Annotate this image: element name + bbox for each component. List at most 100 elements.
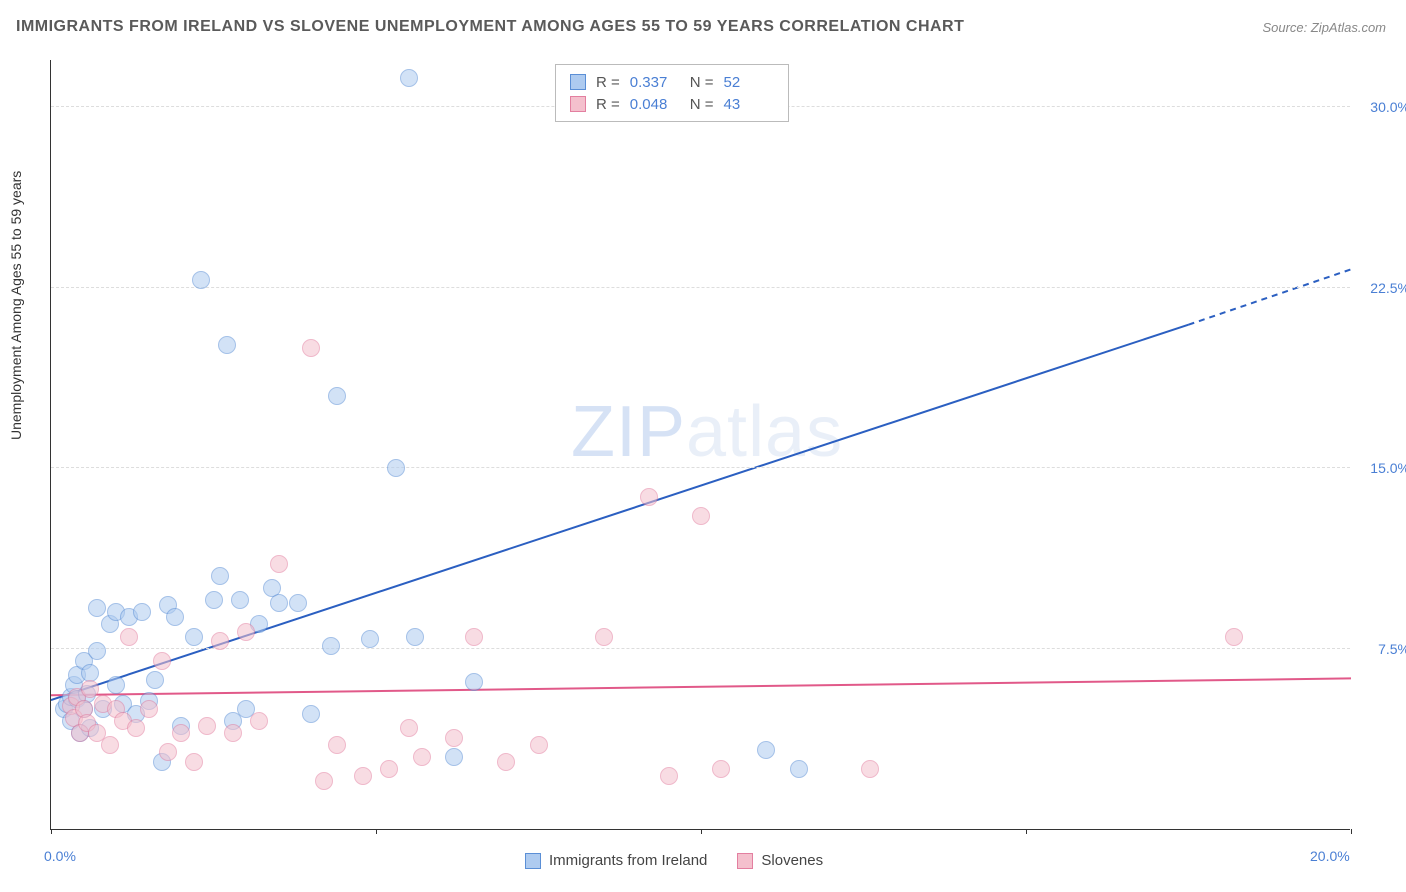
data-point bbox=[400, 69, 418, 87]
data-point bbox=[250, 712, 268, 730]
x-tick-mark bbox=[1026, 829, 1027, 834]
data-point bbox=[185, 628, 203, 646]
legend-n-label: N = bbox=[690, 96, 714, 113]
watermark-zip: ZIP bbox=[571, 392, 686, 472]
y-tick-label: 7.5% bbox=[1355, 641, 1406, 657]
data-point bbox=[81, 680, 99, 698]
data-point bbox=[146, 671, 164, 689]
data-point bbox=[354, 767, 372, 785]
data-point bbox=[107, 676, 125, 694]
data-point bbox=[380, 760, 398, 778]
data-point bbox=[315, 772, 333, 790]
data-point bbox=[692, 507, 710, 525]
data-point bbox=[172, 724, 190, 742]
legend-row: R = 0.337 N = 52 bbox=[570, 71, 774, 93]
data-point bbox=[790, 760, 808, 778]
data-point bbox=[133, 603, 151, 621]
data-point bbox=[640, 488, 658, 506]
data-point bbox=[231, 591, 249, 609]
legend-n-value: 43 bbox=[724, 96, 774, 113]
source-label: Source: ZipAtlas.com bbox=[1262, 20, 1386, 35]
data-point bbox=[211, 632, 229, 650]
y-axis-label: Unemployment Among Ages 55 to 59 years bbox=[8, 171, 24, 440]
legend-r-label: R = bbox=[596, 74, 620, 91]
legend-n-label: N = bbox=[690, 74, 714, 91]
legend-swatch bbox=[737, 853, 753, 869]
data-point bbox=[712, 760, 730, 778]
series-legend: Immigrants from Ireland Slovenes bbox=[525, 852, 823, 869]
data-point bbox=[270, 555, 288, 573]
data-point bbox=[127, 719, 145, 737]
data-point bbox=[237, 623, 255, 641]
data-point bbox=[400, 719, 418, 737]
data-point bbox=[861, 760, 879, 778]
data-point bbox=[211, 567, 229, 585]
data-point bbox=[140, 700, 158, 718]
watermark-atlas: atlas bbox=[686, 392, 843, 472]
data-point bbox=[205, 591, 223, 609]
data-point bbox=[530, 736, 548, 754]
data-point bbox=[192, 271, 210, 289]
x-tick-mark bbox=[1351, 829, 1352, 834]
legend-swatch bbox=[525, 853, 541, 869]
y-tick-label: 30.0% bbox=[1355, 99, 1406, 115]
legend-series-label: Slovenes bbox=[761, 852, 823, 869]
legend-r-label: R = bbox=[596, 96, 620, 113]
trend-line-extrapolated bbox=[1189, 269, 1352, 324]
data-point bbox=[361, 630, 379, 648]
data-point bbox=[153, 652, 171, 670]
legend-swatch bbox=[570, 96, 586, 112]
data-point bbox=[328, 387, 346, 405]
legend-series-label: Immigrants from Ireland bbox=[549, 852, 707, 869]
x-tick-mark bbox=[701, 829, 702, 834]
data-point bbox=[497, 753, 515, 771]
chart-title: IMMIGRANTS FROM IRELAND VS SLOVENE UNEMP… bbox=[16, 18, 964, 36]
data-point bbox=[185, 753, 203, 771]
data-point bbox=[101, 736, 119, 754]
gridline bbox=[51, 648, 1350, 649]
data-point bbox=[322, 637, 340, 655]
legend-r-value: 0.048 bbox=[630, 96, 680, 113]
gridline bbox=[51, 467, 1350, 468]
data-point bbox=[406, 628, 424, 646]
data-point bbox=[660, 767, 678, 785]
data-point bbox=[224, 724, 242, 742]
data-point bbox=[465, 628, 483, 646]
y-tick-label: 22.5% bbox=[1355, 280, 1406, 296]
legend-r-value: 0.337 bbox=[630, 74, 680, 91]
gridline bbox=[51, 287, 1350, 288]
data-point bbox=[88, 599, 106, 617]
data-point bbox=[595, 628, 613, 646]
data-point bbox=[445, 748, 463, 766]
correlation-legend-box: R = 0.337 N = 52 R = 0.048 N = 43 bbox=[555, 64, 789, 122]
data-point bbox=[120, 628, 138, 646]
data-point bbox=[387, 459, 405, 477]
data-point bbox=[302, 339, 320, 357]
data-point bbox=[328, 736, 346, 754]
data-point bbox=[81, 664, 99, 682]
x-tick-label: 0.0% bbox=[44, 848, 76, 864]
data-point bbox=[757, 741, 775, 759]
legend-n-value: 52 bbox=[724, 74, 774, 91]
data-point bbox=[302, 705, 320, 723]
y-tick-label: 15.0% bbox=[1355, 460, 1406, 476]
trend-line bbox=[51, 678, 1351, 695]
data-point bbox=[413, 748, 431, 766]
data-point bbox=[88, 642, 106, 660]
x-tick-mark bbox=[376, 829, 377, 834]
legend-item: Slovenes bbox=[737, 852, 823, 869]
legend-row: R = 0.048 N = 43 bbox=[570, 93, 774, 115]
x-tick-mark bbox=[51, 829, 52, 834]
plot-area: ZIPatlas 7.5%15.0%22.5%30.0% bbox=[50, 60, 1350, 830]
data-point bbox=[218, 336, 236, 354]
data-point bbox=[166, 608, 184, 626]
data-point bbox=[465, 673, 483, 691]
data-point bbox=[198, 717, 216, 735]
x-tick-label: 20.0% bbox=[1310, 848, 1350, 864]
data-point bbox=[159, 743, 177, 761]
legend-item: Immigrants from Ireland bbox=[525, 852, 707, 869]
legend-swatch bbox=[570, 74, 586, 90]
data-point bbox=[270, 594, 288, 612]
watermark: ZIPatlas bbox=[571, 391, 843, 473]
data-point bbox=[289, 594, 307, 612]
